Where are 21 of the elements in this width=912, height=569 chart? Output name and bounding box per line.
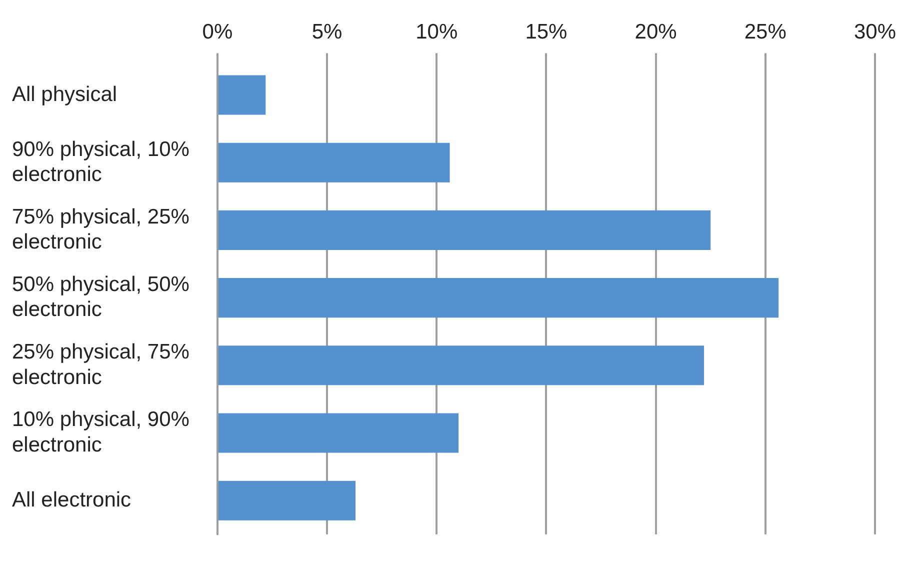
x-tick-label: 30% [854, 20, 896, 44]
y-tick-label: 50% physical, 50% electronic [12, 272, 190, 322]
x-tick-label: 5% [312, 20, 342, 44]
y-tick-label: All physical [12, 82, 118, 106]
y-tick-label: All electronic [12, 488, 132, 512]
bar [218, 413, 459, 453]
bar [218, 346, 704, 386]
x-tick-label: 0% [202, 20, 233, 44]
bar [218, 142, 450, 182]
x-tick-label: 10% [416, 20, 458, 44]
bar [218, 210, 711, 250]
x-tick-label: 20% [634, 20, 677, 44]
x-tick-label: 15% [525, 20, 568, 44]
bar [218, 480, 356, 520]
bar [218, 75, 266, 115]
y-tick-label: 75% physical, 25% electronic [12, 205, 190, 254]
y-tick-label: 90% physical, 10% electronic [12, 138, 190, 186]
y-tick-label: 10% physical, 90% electronic [12, 408, 190, 456]
y-tick-label: 25% physical, 75% electronic [12, 340, 190, 389]
x-tick-label: 25% [744, 20, 786, 44]
bar [218, 278, 779, 318]
